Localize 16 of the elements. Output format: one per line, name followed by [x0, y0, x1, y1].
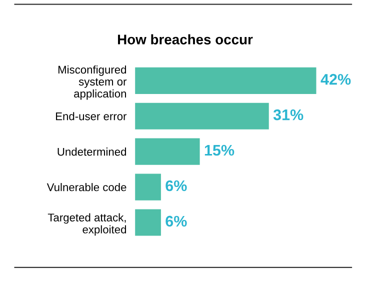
bar	[135, 138, 200, 165]
chart-title: How breaches occur	[118, 34, 253, 44]
bar	[135, 174, 161, 200]
y-tick-label: Vulnerable code	[46, 183, 126, 192]
data-label: 31%	[273, 109, 304, 120]
y-tick-label: End-user error	[56, 112, 127, 120]
data-label: 6%	[166, 216, 187, 227]
y-tick-label: Targeted attack, exploited	[48, 213, 126, 236]
data-label: 6%	[166, 180, 187, 192]
data-label: 15%	[204, 144, 234, 156]
bar	[135, 67, 316, 94]
bar	[135, 102, 269, 130]
y-tick-label: Undetermined	[58, 148, 126, 156]
bar	[135, 209, 161, 236]
y-tick-label: Misconfigured system or application	[58, 65, 127, 100]
data-label: 42%	[320, 74, 351, 85]
